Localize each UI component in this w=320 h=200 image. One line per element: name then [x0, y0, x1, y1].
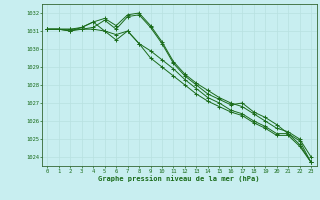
- X-axis label: Graphe pression niveau de la mer (hPa): Graphe pression niveau de la mer (hPa): [99, 175, 260, 182]
